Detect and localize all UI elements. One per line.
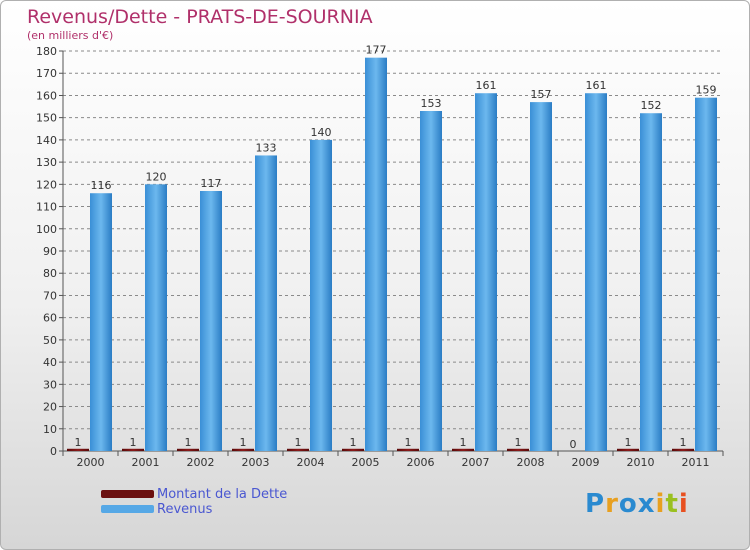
y-tick-label: 140 bbox=[36, 134, 57, 147]
y-tick-label: 0 bbox=[50, 445, 57, 458]
y-tick-label: 70 bbox=[43, 289, 57, 302]
y-tick-label: 80 bbox=[43, 267, 57, 280]
data-label-dette: 0 bbox=[570, 438, 577, 451]
data-label-revenus: 159 bbox=[696, 84, 717, 97]
data-label-revenus: 133 bbox=[256, 141, 277, 154]
data-label-revenus: 152 bbox=[641, 99, 662, 112]
bar-dette bbox=[67, 448, 89, 451]
data-label-revenus: 116 bbox=[91, 179, 112, 192]
bar-dette bbox=[452, 448, 474, 451]
bar-dette bbox=[507, 448, 529, 451]
data-label-revenus: 157 bbox=[531, 88, 552, 101]
data-label-dette: 1 bbox=[295, 436, 302, 449]
chart-subtitle: (en milliers d'€) bbox=[27, 29, 114, 42]
bar-revenus bbox=[695, 97, 717, 452]
grid-layer bbox=[63, 50, 723, 452]
axis-layer: 0102030405060708090100110120130140150160… bbox=[36, 45, 724, 469]
data-label-dette: 1 bbox=[405, 436, 412, 449]
data-label-dette: 1 bbox=[130, 436, 137, 449]
proxiti-logo: Proxiti bbox=[585, 489, 689, 519]
x-tick-label: 2009 bbox=[572, 456, 600, 469]
legend-label-dette: Montant de la Dette bbox=[157, 487, 288, 502]
bar-dette bbox=[287, 448, 309, 451]
x-tick-label: 2007 bbox=[462, 456, 490, 469]
chart-title: Revenus/Dette - PRATS-DE-SOURNIA bbox=[27, 6, 373, 28]
logo-letter: x bbox=[637, 489, 656, 519]
bar-revenus bbox=[310, 139, 332, 451]
bar-dette bbox=[177, 448, 199, 451]
data-label-revenus: 161 bbox=[476, 79, 497, 92]
y-tick-label: 10 bbox=[43, 423, 57, 436]
data-label-dette: 1 bbox=[515, 436, 522, 449]
y-tick-label: 50 bbox=[43, 334, 57, 347]
data-label-dette: 1 bbox=[350, 436, 357, 449]
data-label-dette: 1 bbox=[240, 436, 247, 449]
bar-revenus bbox=[585, 93, 607, 451]
data-label-dette: 1 bbox=[75, 436, 82, 449]
y-tick-label: 110 bbox=[36, 201, 57, 214]
legend-swatch-revenus bbox=[101, 505, 154, 513]
bar-dette bbox=[672, 448, 694, 451]
bar-dette bbox=[617, 448, 639, 451]
bar-revenus bbox=[90, 193, 112, 451]
bar-dette bbox=[397, 448, 419, 451]
x-tick-label: 2003 bbox=[242, 456, 270, 469]
x-tick-label: 2011 bbox=[682, 456, 710, 469]
y-tick-label: 90 bbox=[43, 245, 57, 258]
x-tick-label: 2002 bbox=[187, 456, 215, 469]
bar-revenus bbox=[640, 113, 662, 451]
data-label-dette: 1 bbox=[185, 436, 192, 449]
data-label-revenus: 177 bbox=[366, 44, 387, 57]
data-label-dette: 1 bbox=[625, 436, 632, 449]
label-layer: 1116112011171133114011771153116111570161… bbox=[75, 44, 717, 451]
y-tick-label: 30 bbox=[43, 378, 57, 391]
y-tick-label: 130 bbox=[36, 156, 57, 169]
logo-letter: P bbox=[585, 489, 606, 519]
y-tick-label: 170 bbox=[36, 67, 57, 80]
x-tick-label: 2004 bbox=[297, 456, 325, 469]
data-label-revenus: 161 bbox=[586, 79, 607, 92]
x-tick-label: 2010 bbox=[627, 456, 655, 469]
y-tick-label: 100 bbox=[36, 223, 57, 236]
bar-revenus bbox=[200, 191, 222, 451]
logo-letter: r bbox=[605, 489, 619, 519]
data-label-revenus: 153 bbox=[421, 97, 442, 110]
x-tick-label: 2001 bbox=[132, 456, 160, 469]
legend-label-revenus: Revenus bbox=[157, 502, 213, 517]
y-tick-label: 20 bbox=[43, 401, 57, 414]
logo-letter: t bbox=[665, 489, 679, 519]
legend-swatch-dette bbox=[101, 490, 154, 498]
bar-revenus bbox=[255, 155, 277, 451]
bar-dette bbox=[122, 448, 144, 451]
x-tick-label: 2005 bbox=[352, 456, 380, 469]
bar-revenus bbox=[530, 102, 552, 451]
data-label-revenus: 140 bbox=[311, 126, 332, 139]
logo-letter: o bbox=[618, 489, 638, 519]
y-tick-label: 160 bbox=[36, 89, 57, 102]
bar-dette bbox=[342, 448, 364, 451]
bar-revenus bbox=[145, 184, 167, 452]
bar-revenus bbox=[420, 111, 442, 451]
y-tick-label: 180 bbox=[36, 45, 57, 58]
data-label-revenus: 117 bbox=[201, 177, 222, 190]
y-tick-label: 60 bbox=[43, 312, 57, 325]
x-tick-label: 2000 bbox=[77, 456, 105, 469]
logo-letter: i bbox=[678, 489, 689, 519]
data-label-revenus: 120 bbox=[146, 170, 167, 183]
bar-revenus bbox=[475, 93, 497, 451]
x-tick-label: 2006 bbox=[407, 456, 435, 469]
bar-dette bbox=[232, 448, 254, 451]
y-tick-label: 150 bbox=[36, 112, 57, 125]
bar-layer bbox=[67, 57, 717, 452]
logo-letter: i bbox=[655, 489, 666, 519]
y-tick-label: 40 bbox=[43, 356, 57, 369]
data-label-dette: 1 bbox=[460, 436, 467, 449]
y-tick-label: 120 bbox=[36, 178, 57, 191]
x-tick-label: 2008 bbox=[517, 456, 545, 469]
bar-revenus bbox=[365, 57, 387, 452]
data-label-dette: 1 bbox=[680, 436, 687, 449]
